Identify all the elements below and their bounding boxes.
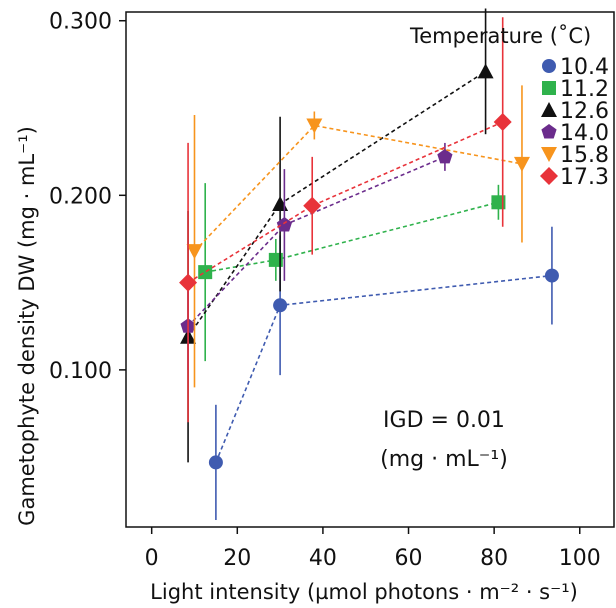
legend-entry-label: 17.3 [560, 165, 609, 190]
legend-marker [541, 102, 557, 117]
y-tick-label: 0.100 [49, 359, 112, 384]
y-tick-label: 0.200 [49, 184, 112, 209]
plot-frame [125, 11, 615, 528]
series-line [205, 201, 499, 273]
data-point [306, 118, 323, 134]
x-tick-label: 20 [223, 546, 251, 571]
data-point [198, 265, 213, 280]
series-12-6 [180, 8, 494, 463]
annotation-line-1: IGD = 0.01 [383, 408, 505, 433]
data-point [272, 196, 289, 212]
data-point [477, 63, 494, 79]
legend-entry-label: 15.8 [560, 143, 609, 168]
series-line [187, 121, 504, 284]
legend-entry-label: 14.0 [560, 121, 609, 146]
data-point [276, 217, 292, 232]
data-point [493, 112, 512, 131]
x-tick-label: 60 [395, 546, 423, 571]
x-axis-title: Light intensity (µmol photons · m⁻² · s⁻… [150, 580, 578, 604]
series-line [187, 70, 487, 338]
data-point [513, 156, 530, 172]
series-14-0 [180, 142, 453, 370]
x-tick-label: 80 [480, 546, 508, 571]
legend-marker [541, 124, 557, 139]
legend-marker [541, 147, 557, 162]
x-tick-label: 100 [559, 546, 601, 571]
series-10-4 [208, 226, 559, 521]
data-point [208, 455, 223, 470]
x-tick-label: 40 [309, 546, 337, 571]
legend-title: Temperature (˚C) [409, 24, 591, 48]
series-11-2 [198, 183, 506, 362]
legend-entry-label: 10.4 [560, 55, 609, 80]
data-point [273, 298, 288, 313]
data-point [186, 244, 203, 260]
series-line [215, 274, 552, 463]
legend-entry-label: 12.6 [560, 99, 609, 124]
annotation-line-2: (mg · mL⁻¹) [380, 447, 508, 472]
legend-marker [542, 59, 556, 73]
series-17-3 [179, 17, 512, 423]
series-layer [179, 8, 559, 521]
series-15-8 [186, 85, 530, 388]
y-axis-title: Gametophyte density DW (mg · mL⁻¹) [15, 126, 39, 526]
x-tick-label: 0 [145, 546, 159, 571]
legend: Temperature (˚C) 10.411.212.614.015.817.3 [409, 24, 609, 190]
series-line [193, 124, 523, 252]
data-point [437, 148, 453, 164]
legend-marker [542, 81, 556, 95]
legend-marker [540, 167, 558, 185]
y-tick-label: 0.300 [49, 10, 112, 35]
data-point [303, 196, 322, 215]
axes: 0 20 40 60 80 100 0.100 0.200 0.300 [49, 10, 615, 571]
data-point [179, 273, 198, 292]
series-line [187, 156, 446, 327]
legend-entry-label: 11.2 [560, 77, 609, 102]
data-point [544, 268, 559, 283]
